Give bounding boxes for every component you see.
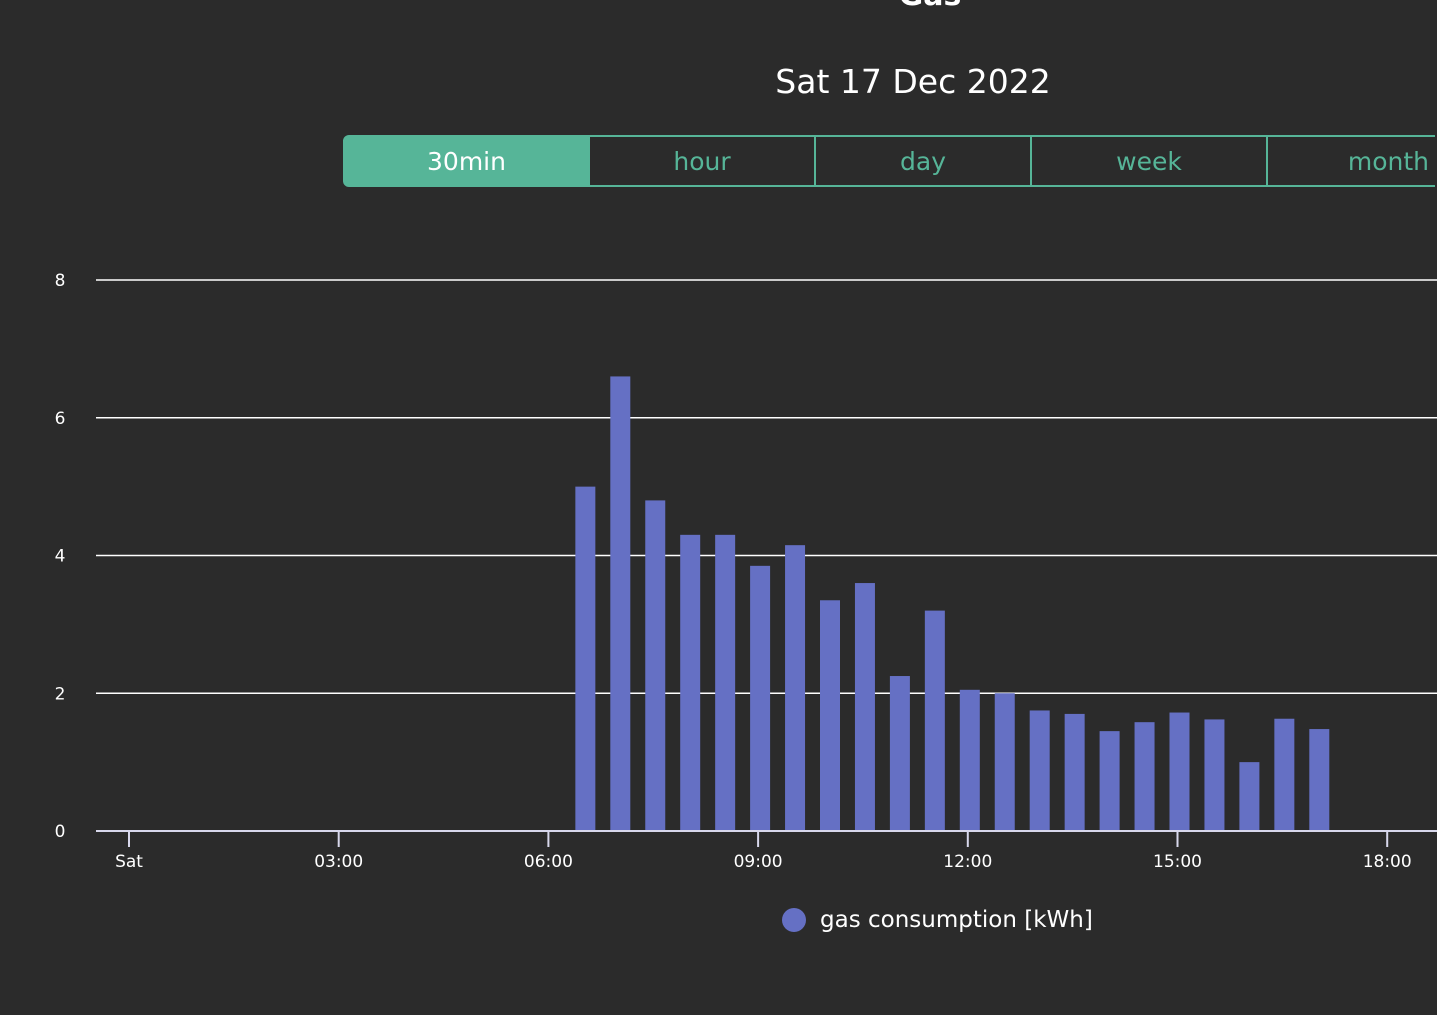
range-tabs: 30min hour day week month bbox=[343, 135, 1435, 187]
bar-19[interactable] bbox=[1239, 762, 1260, 831]
tab-hour[interactable]: hour bbox=[590, 135, 816, 187]
bar-10[interactable] bbox=[924, 610, 945, 831]
y-tick-label-8: 8 bbox=[55, 271, 66, 291]
bar-1[interactable] bbox=[610, 376, 631, 831]
y-axis-labels: 0 2 4 6 8 bbox=[55, 271, 66, 842]
tab-day[interactable]: day bbox=[816, 135, 1032, 187]
page-title: Gas bbox=[0, 0, 1437, 13]
x-axis: Sat 03:00 06:00 09:00 12:00 15:00 18:00 bbox=[96, 830, 1437, 872]
bar-11[interactable] bbox=[959, 689, 980, 831]
tab-month[interactable]: month bbox=[1266, 135, 1435, 187]
x-tick-label-5: 15:00 bbox=[1153, 852, 1202, 872]
legend-marker bbox=[782, 908, 806, 932]
x-tick-label-6: 18:00 bbox=[1363, 852, 1412, 872]
date-label: Sat 17 Dec 2022 bbox=[775, 62, 1051, 101]
gas-consumption-chart: 0 2 4 6 8 Sat 03:00 06:00 09:00 12:00 15:00 18:00 bbox=[55, 271, 1437, 872]
bar-18[interactable] bbox=[1204, 719, 1225, 831]
bar-17[interactable] bbox=[1169, 712, 1190, 831]
bar-16[interactable] bbox=[1134, 722, 1155, 831]
bar-3[interactable] bbox=[680, 534, 701, 831]
tab-30min[interactable]: 30min bbox=[343, 135, 590, 187]
y-tick-label-0: 0 bbox=[55, 822, 66, 842]
bar-0[interactable] bbox=[575, 486, 596, 831]
bar-4[interactable] bbox=[715, 534, 736, 831]
bar-6[interactable] bbox=[785, 545, 806, 831]
bar-2[interactable] bbox=[645, 500, 666, 831]
bar-8[interactable] bbox=[854, 583, 875, 831]
y-tick-label-4: 4 bbox=[55, 547, 66, 567]
x-tick-label-1: 03:00 bbox=[314, 852, 363, 872]
legend[interactable]: gas consumption [kWh] bbox=[782, 907, 1093, 933]
bars bbox=[575, 376, 1330, 831]
x-tick-label-2: 06:00 bbox=[524, 852, 573, 872]
bar-13[interactable] bbox=[1029, 710, 1050, 831]
bar-15[interactable] bbox=[1099, 731, 1120, 831]
y-tick-label-2: 2 bbox=[55, 684, 66, 704]
y-tick-label-6: 6 bbox=[55, 409, 66, 429]
bar-14[interactable] bbox=[1064, 713, 1085, 831]
legend-label: gas consumption [kWh] bbox=[820, 907, 1093, 933]
bar-12[interactable] bbox=[994, 693, 1015, 831]
x-tick-label-3: 09:00 bbox=[734, 852, 783, 872]
x-tick-label-4: 12:00 bbox=[943, 852, 992, 872]
bar-20[interactable] bbox=[1274, 718, 1295, 831]
bar-7[interactable] bbox=[820, 600, 840, 831]
bar-21[interactable] bbox=[1309, 729, 1330, 831]
bar-9[interactable] bbox=[889, 676, 910, 831]
bar-5[interactable] bbox=[750, 565, 771, 831]
x-tick-label-0: Sat bbox=[115, 852, 143, 872]
tab-week[interactable]: week bbox=[1032, 135, 1268, 187]
